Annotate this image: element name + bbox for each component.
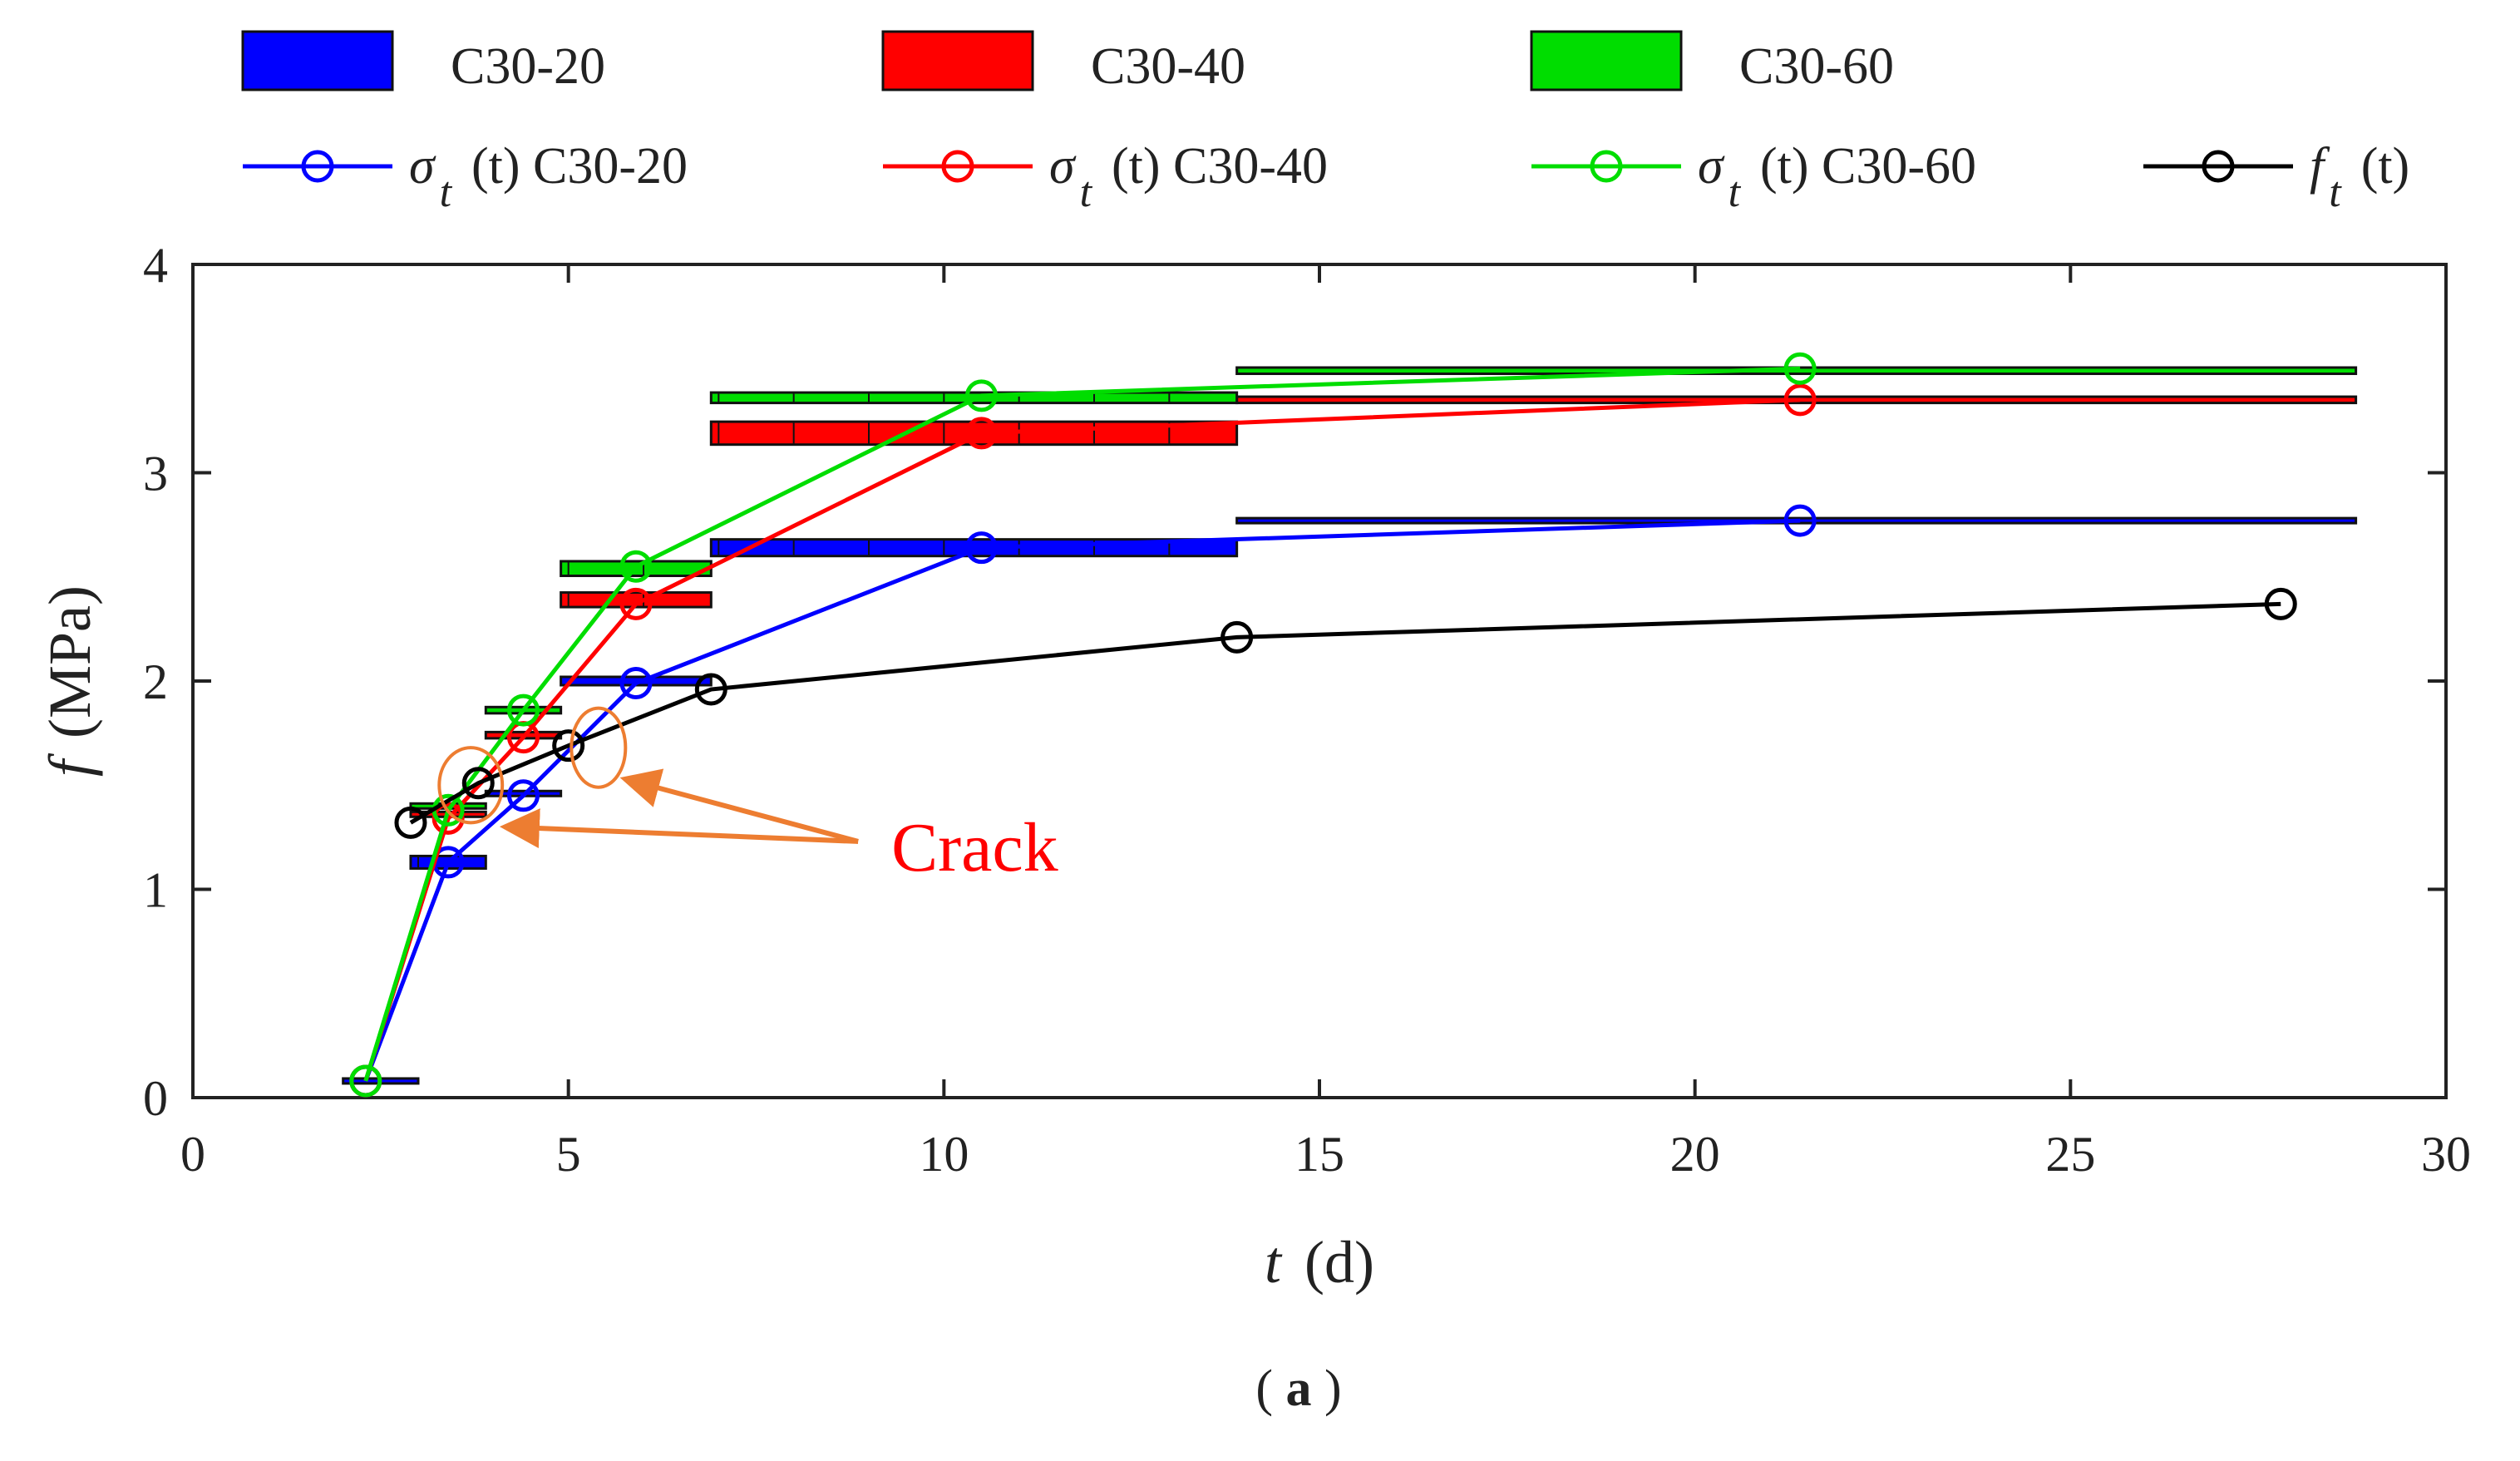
series-line-c30-60 xyxy=(363,366,1801,1082)
data-point-ft xyxy=(694,673,727,706)
legend-subscript: t xyxy=(440,169,453,216)
x-tick-label: 10 xyxy=(919,1127,969,1182)
data-point-c30-20 xyxy=(619,667,653,700)
y-tick-label: 0 xyxy=(143,1071,168,1126)
data-point-c30-40 xyxy=(965,417,998,450)
legend-line-label: σ t (t) C30-20 xyxy=(409,138,688,216)
data-point-ft xyxy=(1221,620,1254,654)
data-point-c30-60 xyxy=(619,550,653,583)
legend: C30-20 C30-40 C30-60σ t (t) C30-20 σ t (t) C30-… xyxy=(241,30,2409,216)
y-tick-label: 3 xyxy=(143,447,168,501)
x-axis-unit: (d) xyxy=(1304,1229,1374,1296)
x-axis-label: t (d) xyxy=(1265,1229,1374,1296)
legend-label-c30-40: C30-40 xyxy=(1091,38,1245,95)
x-axis-symbol: t xyxy=(1265,1229,1283,1296)
legend-marker-c30-60 xyxy=(1590,150,1623,183)
plot-frame xyxy=(191,263,2448,1099)
x-tick-label: 20 xyxy=(1670,1127,1720,1182)
legend-swatch-c30-60 xyxy=(1530,30,1683,91)
legend-marker-c30-40 xyxy=(941,150,974,183)
axis-ticks: 0 5 10 15 20 25 30 0 1 2 3 4 xyxy=(143,238,2471,1182)
series-group xyxy=(349,352,2297,1098)
x-tick-label: 25 xyxy=(2045,1127,2095,1182)
legend-swatch-c30-40 xyxy=(881,30,1034,91)
y-tick-label: 2 xyxy=(143,654,168,709)
data-point-c30-40 xyxy=(432,802,465,835)
data-point-c30-40 xyxy=(619,587,653,620)
panel-caption: ( a ) xyxy=(1255,1360,1341,1417)
legend-subscript: t xyxy=(1728,169,1742,216)
legend-swatch-c30-20 xyxy=(241,30,394,91)
data-point-c30-40 xyxy=(1783,383,1817,417)
legend-line-label: σ t (t) C30-60 xyxy=(1698,138,1976,216)
y-tick-label: 1 xyxy=(143,863,168,918)
data-point-c30-60 xyxy=(349,1064,382,1098)
crack-label: Crack xyxy=(891,809,1058,886)
x-tick-label: 30 xyxy=(2421,1127,2471,1182)
y-axis-label: f (MPa) xyxy=(37,585,103,777)
legend-suffix: (t) C30-20 xyxy=(471,138,688,195)
legend-marker-ft xyxy=(2202,150,2235,183)
data-point-c30-60 xyxy=(1783,352,1817,385)
annotation-group: Crack xyxy=(437,706,1058,886)
x-tick-label: 0 xyxy=(180,1127,205,1182)
data-point-c30-60 xyxy=(965,379,998,412)
legend-symbol: f xyxy=(2310,138,2330,195)
legend-subscript: t xyxy=(1080,169,1093,216)
data-point-ft xyxy=(2264,587,2297,620)
legend-label-c30-60: C30-60 xyxy=(1739,38,1894,95)
crack-arrow xyxy=(619,768,859,844)
legend-symbol: σ xyxy=(1698,138,1725,195)
legend-symbol: σ xyxy=(409,138,436,195)
legend-subscript: t xyxy=(2329,169,2342,216)
legend-symbol: σ xyxy=(1049,138,1077,195)
legend-suffix: (t) xyxy=(2361,138,2410,195)
crack-ellipse xyxy=(437,746,505,825)
caption-letter: a xyxy=(1286,1360,1312,1417)
data-point-c30-20 xyxy=(1783,504,1817,537)
y-axis-unit: (MPa) xyxy=(37,585,103,738)
data-point-ft xyxy=(394,806,427,839)
caption-close-paren: ) xyxy=(1324,1360,1342,1417)
legend-label-c30-20: C30-20 xyxy=(451,38,605,95)
y-tick-label: 4 xyxy=(143,238,168,293)
data-point-c30-60 xyxy=(506,693,540,727)
crack-ellipse xyxy=(570,706,628,789)
data-point-ft xyxy=(552,729,585,763)
data-point-c30-20 xyxy=(965,531,998,565)
caption-open-paren: ( xyxy=(1255,1360,1273,1417)
legend-suffix: (t) C30-60 xyxy=(1760,138,1976,195)
x-tick-label: 15 xyxy=(1295,1127,1344,1182)
bar-group xyxy=(342,366,2358,1085)
crack-arrow xyxy=(499,808,859,849)
legend-suffix: (t) C30-40 xyxy=(1112,138,1328,195)
legend-line-label: f t (t) xyxy=(2310,138,2409,216)
y-axis-symbol: f xyxy=(37,753,103,777)
series-line-ft xyxy=(409,601,2281,825)
data-point-ft xyxy=(461,767,495,800)
legend-marker-c30-20 xyxy=(301,150,334,183)
legend-line-label: σ t (t) C30-40 xyxy=(1049,138,1328,216)
x-tick-label: 5 xyxy=(556,1127,581,1182)
